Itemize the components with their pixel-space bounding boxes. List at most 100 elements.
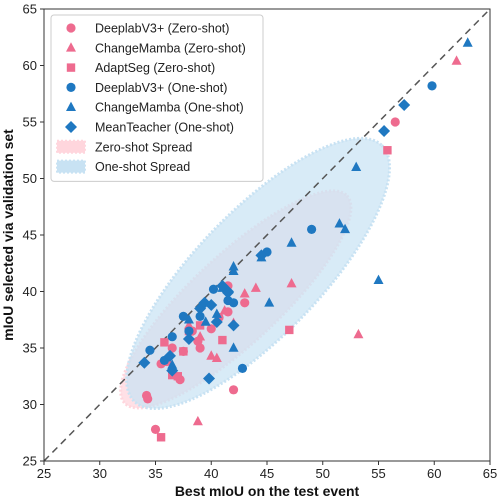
data-point [203,372,216,385]
data-point [340,223,351,234]
x-tick-label: 35 [148,466,162,481]
data-point [219,305,230,315]
data-point [228,342,239,352]
data-point [211,308,222,318]
x-tick-label: 65 [483,466,497,481]
data-point [398,99,411,112]
data-point [383,146,392,155]
x-tick-label: 60 [427,466,441,481]
data-point [182,332,195,345]
legend-spread-swatch [56,139,86,154]
data-point [205,299,218,312]
legend-marker [66,82,76,92]
legend-label: ChangeMamba (One-shot) [95,101,244,115]
data-point [145,345,155,355]
legend-marker [66,23,76,33]
data-point [167,332,177,342]
legend-box [50,14,264,182]
data-point [173,372,182,381]
data-point [166,364,179,377]
data-point [250,282,261,292]
data-point [195,321,205,330]
data-point [373,274,384,284]
data-point [183,314,194,324]
data-point [184,326,194,336]
data-point [451,55,462,65]
legend-label: DeeplabV3+ (One-shot) [95,81,227,95]
legend: DeeplabV3+ (Zero-shot) ChangeMamba (Zero-… [50,14,264,182]
legend-label: One-shot Spread [95,160,190,174]
data-point [462,37,473,47]
x-tick-label: 30 [93,466,107,481]
data-point [195,311,205,321]
data-point [285,325,294,335]
legend-label: MeanTeacher (One-shot) [95,121,234,135]
y-tick-label: 40 [23,284,37,299]
data-point [138,356,151,369]
data-point [286,237,297,247]
y-tick-label: 60 [23,58,37,73]
legend-label: Zero-shot Spread [95,140,192,154]
y-tick-label: 25 [23,454,37,469]
x-tick-label: 50 [316,466,330,481]
data-point [227,319,240,332]
data-point [264,297,275,307]
data-point [178,311,188,321]
identity-reference-line [44,9,490,461]
data-point [150,424,161,434]
data-point [221,286,234,299]
data-point [195,331,206,341]
legend-label: DeeplabV3+ (Zero-shot) [95,22,229,36]
data-point [255,249,268,262]
y-axis-title: mIoU selected via validation set [0,129,16,341]
data-point [206,324,216,334]
legend-spread-swatch [56,159,86,174]
x-tick-label: 25 [37,466,51,481]
data-point [286,277,297,288]
legend-marker [66,101,76,111]
x-axis-title: Best mIoU on the test event [175,483,360,499]
data-point [156,433,166,442]
y-tick-label: 65 [23,2,37,17]
data-point [427,81,437,91]
data-point [167,359,178,369]
data-point [192,415,203,426]
data-point [218,335,227,345]
data-point [239,288,250,298]
legend-marker [66,42,76,52]
legend-marker [65,121,77,133]
data-point [210,316,223,329]
data-point [334,218,345,228]
x-tick-label: 45 [260,466,274,481]
data-point [211,352,222,362]
x-tick-label: 40 [204,466,218,481]
data-point [237,363,248,373]
data-point [143,394,153,404]
data-point [160,338,169,347]
y-tick-label: 45 [23,228,37,243]
data-point [240,298,250,308]
data-point [228,385,239,395]
data-point [351,161,362,171]
data-point [163,349,176,362]
legend-label: ChangeMamba (Zero-shot) [95,41,246,55]
data-point [228,261,239,271]
y-tick-label: 55 [23,115,37,130]
data-point [206,350,217,360]
axis-ticks: 25 30 35 40 45 50 55 60 65 25 30 35 40 45 50 55 60 65 [23,2,498,482]
data-point [179,347,188,356]
data-point [200,316,211,326]
data-point [208,284,219,294]
legend-label: AdaptSeg (Zero-shot) [95,61,215,75]
data-point [195,343,205,353]
data-point [307,224,317,234]
data-point [378,125,391,138]
data-point [353,328,364,339]
points-layer [138,37,473,442]
data-point [228,298,239,308]
y-tick-label: 30 [23,397,37,412]
y-tick-label: 35 [23,341,37,356]
legend-marker [66,63,76,72]
y-tick-label: 50 [23,171,37,186]
